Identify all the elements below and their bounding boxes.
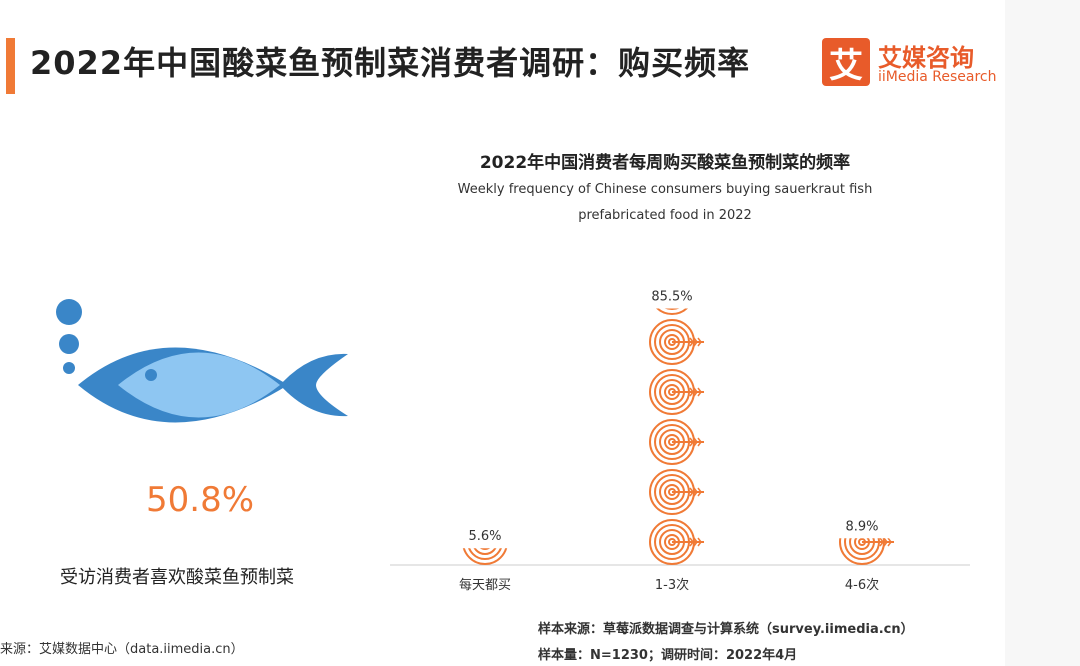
logo-text-cn: 艾媒咨询	[878, 44, 974, 72]
logo-mark-icon: 艾	[822, 38, 870, 86]
category-label-3: 4-6次	[845, 577, 879, 593]
source-note-sample: 样本来源：草莓派数据调查与计算系统（survey.iimedia.cn）	[538, 622, 914, 637]
liking-label: 受访消费者喜欢酸菜鱼预制菜	[60, 567, 294, 588]
category-label-2: 1-3次	[655, 577, 689, 593]
bubble-medium	[59, 334, 79, 354]
fish-body-front	[118, 352, 280, 418]
data-label-3: 8.9%	[845, 519, 878, 534]
category-label-1: 每天都买	[459, 577, 511, 593]
chart-subtitle-line2: prefabricated food in 2022	[578, 208, 752, 223]
chart-subtitle-line1: Weekly frequency of Chinese consumers bu…	[457, 182, 873, 197]
fish-icon	[56, 299, 348, 423]
frequency-chart: 5.6% 每天都买 85.5% 1-3次 8.9% 4-6次	[390, 290, 970, 593]
fish-tail	[280, 353, 348, 417]
liking-percent: 50.8%	[146, 480, 255, 520]
source-note-left: 来源：艾媒数据中心（data.iimedia.cn）	[0, 642, 244, 657]
bubble-large	[56, 299, 82, 325]
page-title: 2022年中国酸菜鱼预制菜消费者调研：购买频率	[30, 44, 751, 82]
fish-eye	[145, 369, 157, 381]
source-note-size: 样本量：N=1230；调研时间：2022年4月	[538, 648, 798, 663]
bar-1	[462, 548, 508, 565]
bubble-small	[63, 362, 75, 374]
right-margin	[1005, 0, 1080, 666]
data-label-1: 5.6%	[468, 529, 501, 544]
logo-text-en: iiMedia Research	[878, 69, 997, 85]
chart-title: 2022年中国消费者每周购买酸菜鱼预制菜的频率	[479, 153, 851, 173]
bar-3	[839, 538, 894, 565]
title-accent-bar	[6, 38, 15, 94]
bar-2	[649, 308, 704, 565]
data-label-2: 85.5%	[651, 290, 692, 305]
